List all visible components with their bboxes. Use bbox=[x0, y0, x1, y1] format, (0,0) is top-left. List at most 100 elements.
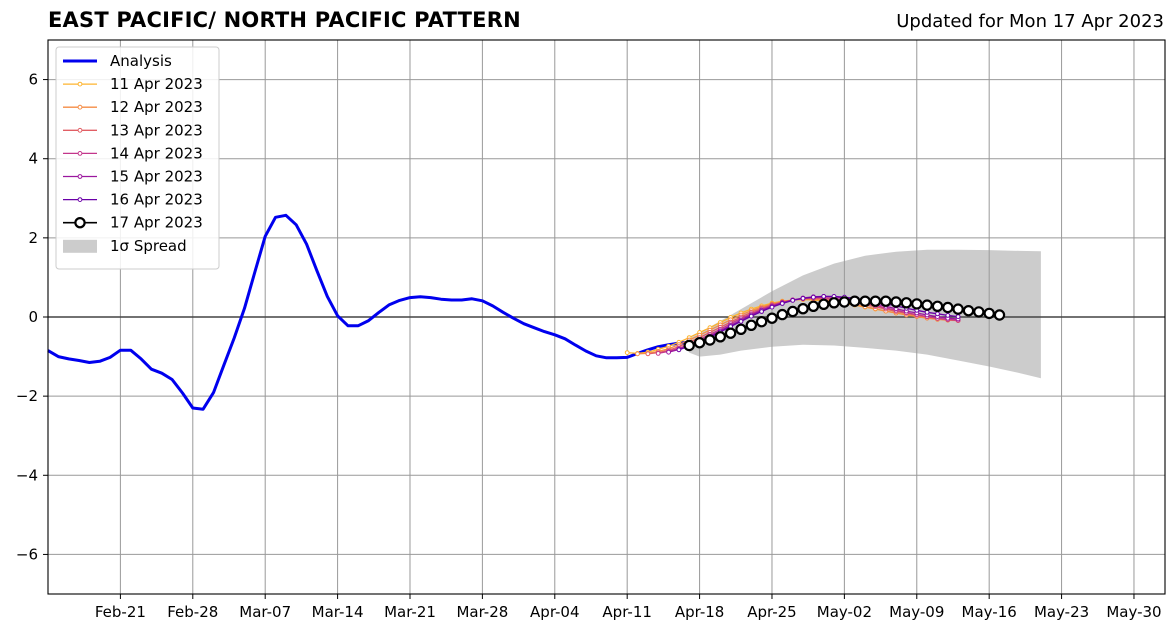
forecast-point bbox=[952, 303, 964, 315]
y-tick-label: 2 bbox=[28, 229, 38, 247]
x-tick-label: May-30 bbox=[1106, 603, 1161, 621]
forecast-point bbox=[962, 305, 975, 317]
forecast-point bbox=[683, 339, 695, 352]
forecast-point bbox=[828, 297, 840, 309]
legend-label: 14 Apr 2023 bbox=[110, 144, 203, 162]
x-tick-label: Apr-18 bbox=[675, 603, 725, 621]
legend-box bbox=[55, 46, 220, 270]
legend-marker bbox=[77, 151, 83, 156]
forecast-point bbox=[955, 314, 961, 320]
legend-marker bbox=[77, 174, 83, 179]
x-tick-label: Apr-11 bbox=[602, 603, 652, 621]
legend-entry: 16 Apr 2023 bbox=[63, 191, 203, 209]
x-tick-label: Feb-28 bbox=[167, 603, 218, 621]
forecast-point bbox=[704, 334, 716, 346]
legend-label: 11 Apr 2023 bbox=[110, 75, 203, 93]
forecast-point bbox=[931, 300, 944, 312]
forecast-point bbox=[942, 301, 954, 314]
legend-marker bbox=[77, 104, 83, 110]
forecast-point bbox=[693, 337, 706, 349]
forecast-point bbox=[745, 319, 758, 331]
forecast-point bbox=[779, 301, 785, 306]
forecast-point bbox=[769, 304, 775, 310]
forecast-point bbox=[787, 305, 799, 318]
series-layer bbox=[47, 213, 1006, 411]
legend-marker bbox=[77, 127, 83, 133]
forecast-point bbox=[890, 296, 902, 308]
forecast-point bbox=[800, 296, 806, 301]
forecast-point bbox=[924, 309, 930, 315]
forecast-point bbox=[755, 316, 768, 328]
legend-label: 16 Apr 2023 bbox=[110, 191, 203, 209]
forecast-point bbox=[900, 297, 913, 309]
forecast-point bbox=[766, 312, 778, 324]
y-tick-label: −2 bbox=[16, 387, 38, 405]
forecast-point bbox=[624, 350, 630, 356]
legend-entry: 11 Apr 2023 bbox=[63, 75, 203, 93]
forecast-point bbox=[911, 298, 923, 310]
forecast-point bbox=[666, 349, 671, 355]
legend-swatch bbox=[63, 239, 97, 253]
x-tick-label: May-16 bbox=[962, 603, 1017, 621]
forecast-point bbox=[797, 303, 809, 315]
x-tick-label: Apr-25 bbox=[747, 603, 797, 621]
forecast-point bbox=[849, 295, 861, 307]
forecast-point bbox=[676, 347, 682, 353]
forecast-point bbox=[921, 299, 933, 311]
legend-entry: Analysis bbox=[63, 52, 172, 70]
legend-entry: 12 Apr 2023 bbox=[63, 98, 203, 116]
legend-label: 17 Apr 2023 bbox=[110, 214, 203, 232]
forecast-point bbox=[869, 295, 882, 307]
legend-label: 12 Apr 2023 bbox=[110, 98, 203, 116]
forecast-point bbox=[790, 298, 796, 303]
legend-marker bbox=[77, 197, 83, 203]
legend-label: 15 Apr 2023 bbox=[110, 168, 203, 186]
forecast-point bbox=[811, 294, 816, 300]
legend-entry: 17 Apr 2023 bbox=[63, 214, 203, 232]
x-tick-label: May-09 bbox=[889, 603, 944, 621]
forecast-point bbox=[993, 309, 1006, 321]
legend-entry: 14 Apr 2023 bbox=[63, 144, 203, 162]
forecast-point bbox=[818, 298, 830, 310]
forecast-point bbox=[859, 295, 871, 307]
legend-label: 13 Apr 2023 bbox=[110, 121, 203, 139]
forecast-point bbox=[807, 300, 820, 312]
forecast-point bbox=[983, 307, 995, 320]
forecast-point bbox=[748, 313, 754, 319]
y-tick-label: 0 bbox=[28, 308, 38, 326]
legend: Analysis 11 Apr 2023 12 Apr 2023 13 Apr 202… bbox=[55, 46, 220, 270]
axis-layer: Feb-21 Feb-28 Mar-07 Mar-14 Mar-21 Mar-28 Apr-… bbox=[16, 39, 1166, 621]
legend-entry: 1σ Spread bbox=[63, 237, 187, 255]
forecast-point bbox=[935, 311, 940, 317]
forecast-point bbox=[973, 306, 985, 318]
legend-label: 1σ Spread bbox=[110, 237, 187, 255]
y-tick-label: 4 bbox=[28, 150, 38, 168]
forecast-point bbox=[776, 308, 789, 321]
legend-entry: 15 Apr 2023 bbox=[63, 168, 203, 186]
forecast-line bbox=[678, 295, 959, 351]
forecast-series-7 bbox=[683, 295, 1006, 352]
x-tick-label: Mar-14 bbox=[312, 603, 364, 621]
forecast-point bbox=[645, 351, 651, 357]
analysis-line bbox=[47, 213, 690, 411]
forecast-point bbox=[735, 323, 747, 335]
forecast-point bbox=[759, 309, 764, 314]
x-tick-label: May-23 bbox=[1034, 603, 1089, 621]
legend-marker bbox=[77, 81, 83, 87]
chart-title: EAST PACIFIC/ NORTH PACIFIC PATTERN bbox=[48, 8, 521, 32]
x-tick-label: Apr-04 bbox=[530, 603, 580, 621]
x-tick-label: May-02 bbox=[817, 603, 872, 621]
y-tick-label: 6 bbox=[28, 71, 38, 89]
forecast-point bbox=[945, 313, 951, 318]
x-tick-label: Feb-21 bbox=[95, 603, 146, 621]
forecast-point bbox=[724, 327, 737, 339]
legend-label: Analysis bbox=[110, 52, 172, 70]
y-tick-label: −6 bbox=[16, 545, 38, 563]
spread-band bbox=[689, 249, 1041, 379]
forecast-point bbox=[738, 319, 744, 324]
x-tick-label: Mar-21 bbox=[384, 603, 436, 621]
forecast-point bbox=[838, 296, 851, 308]
x-tick-label: Mar-28 bbox=[456, 603, 508, 621]
spread-layer bbox=[689, 249, 1041, 379]
